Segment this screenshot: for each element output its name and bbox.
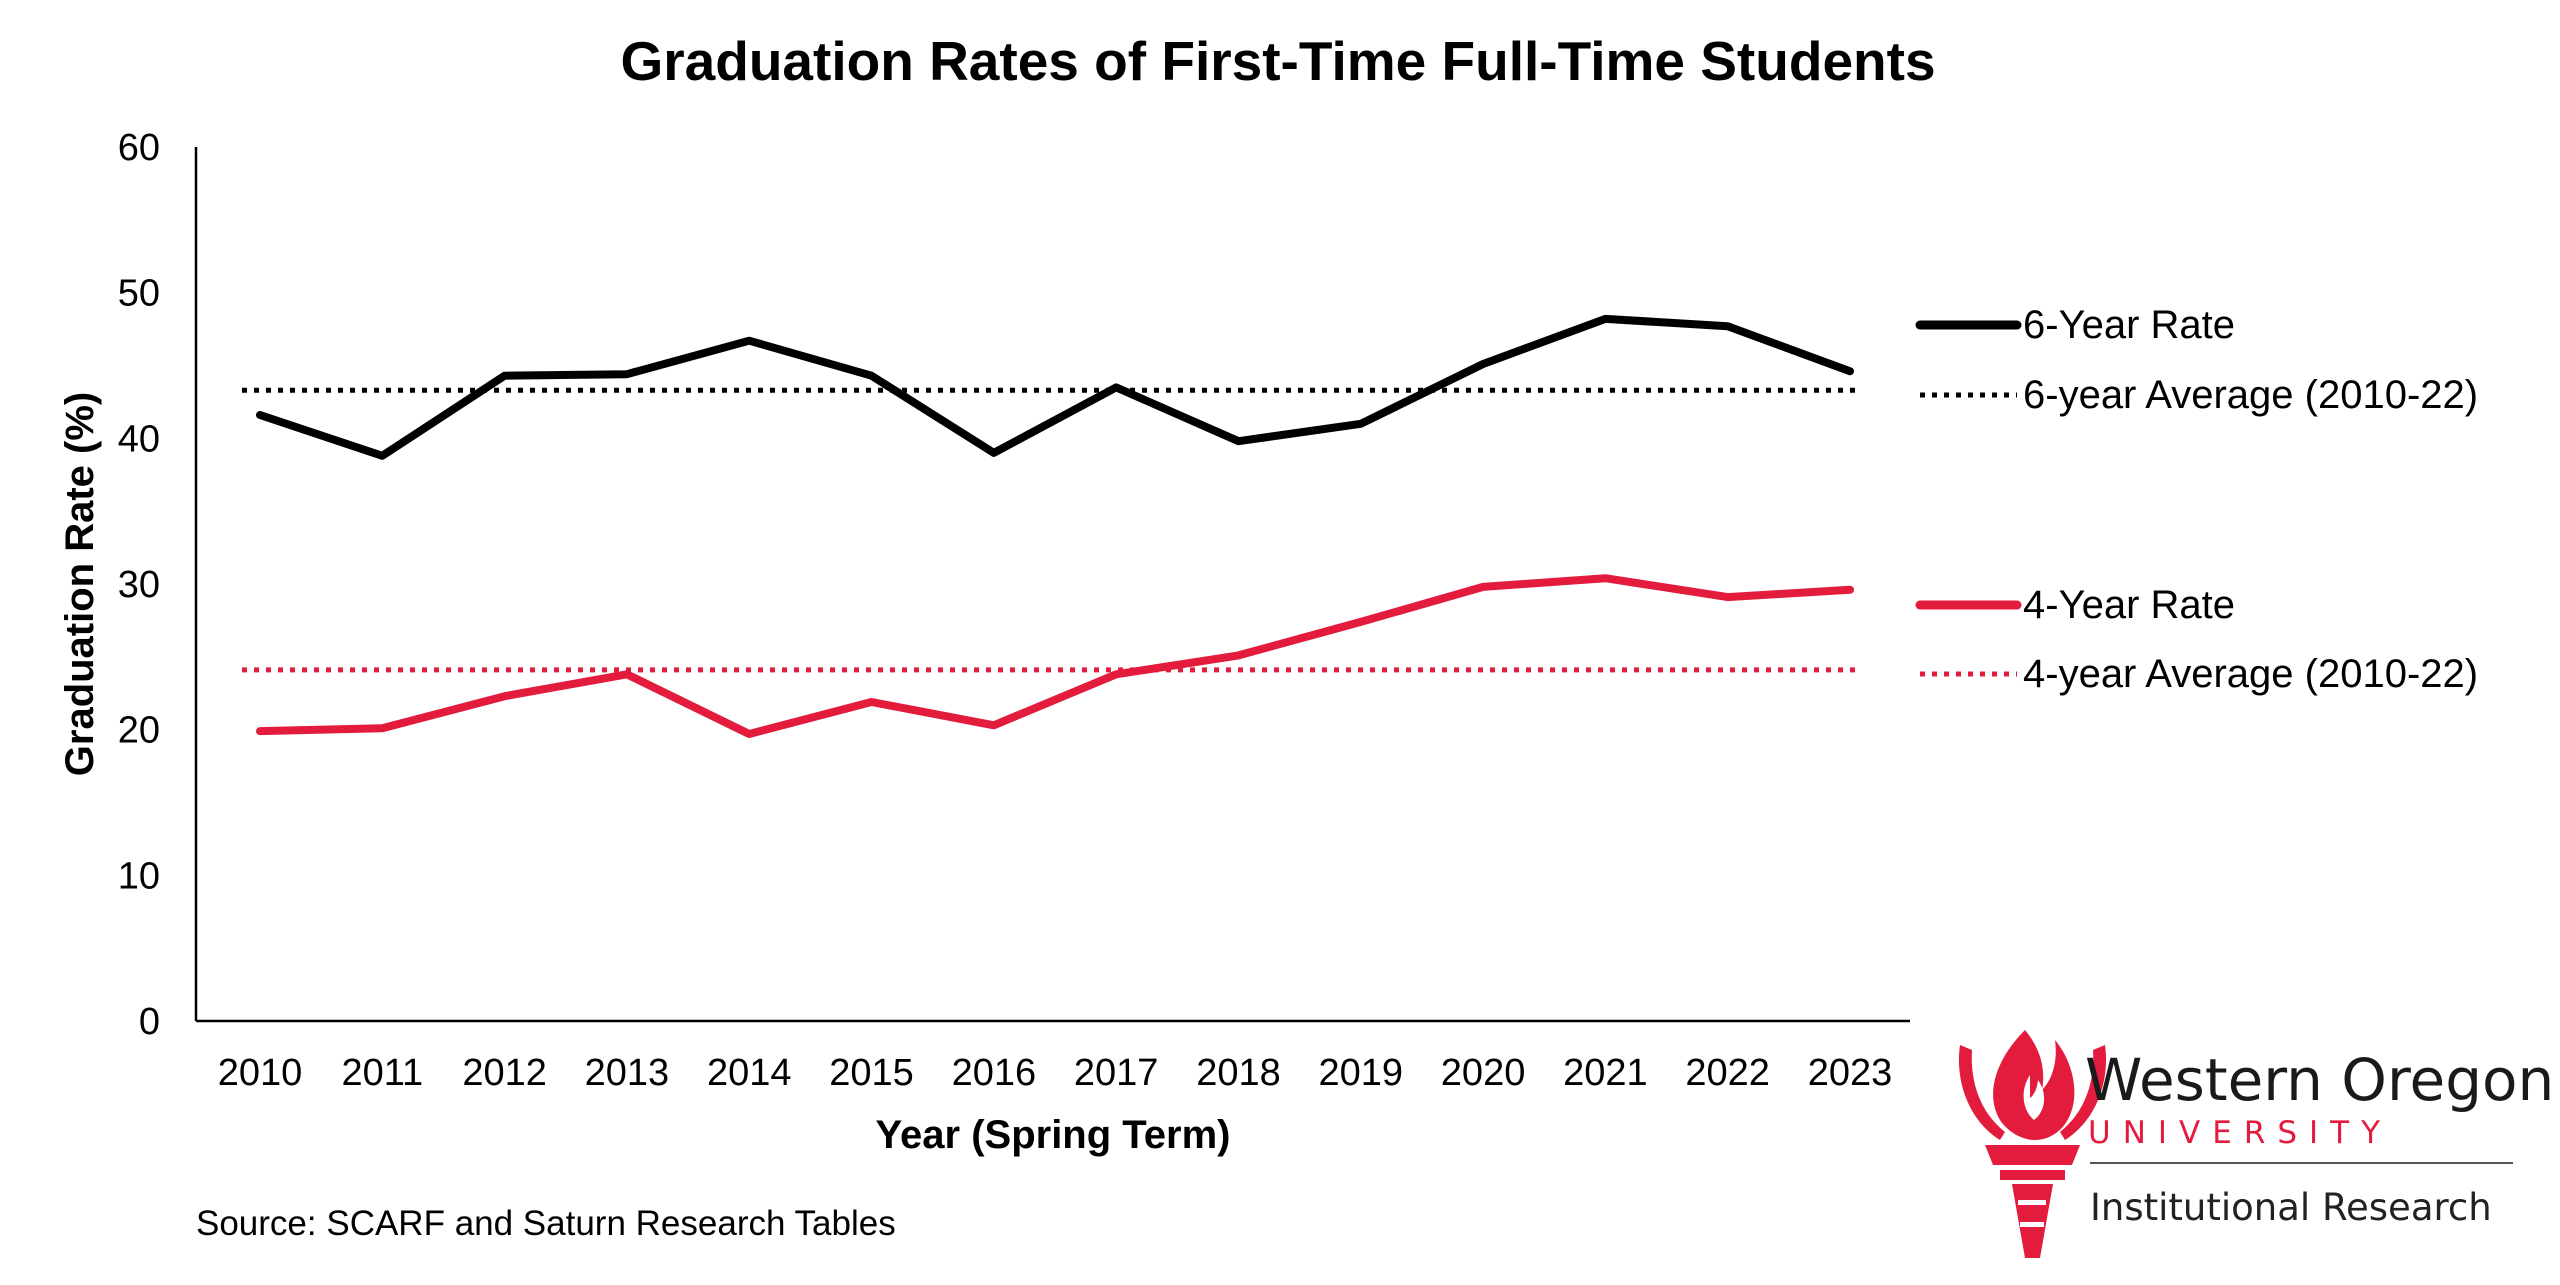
data-point (1237, 440, 1240, 443)
data-point (1115, 673, 1118, 676)
data-point (381, 454, 384, 457)
y-tick-label: 0 (139, 1001, 160, 1043)
x-tick-label: 2012 (462, 1052, 547, 1094)
y-tick-label: 30 (118, 564, 160, 606)
legend-item-6yr-average: 6-year Average (2010-22) (1920, 373, 2478, 417)
data-point (1604, 577, 1607, 580)
legend: 6-Year Rate 6-year Average (2010-22) 4-Y… (1915, 303, 2478, 696)
data-point (1726, 596, 1729, 599)
y-tick-label: 60 (118, 127, 160, 169)
source-note: Source: SCARF and Saturn Research Tables (196, 1204, 896, 1243)
data-point (1359, 620, 1362, 623)
torch-icon (1958, 1030, 2107, 1258)
legend-label-6yr-average: 6-year Average (2010-22) (2023, 373, 2478, 417)
data-point (625, 673, 628, 676)
x-tick-label: 2017 (1074, 1052, 1159, 1094)
x-tick-label: 2016 (952, 1052, 1037, 1094)
x-tick-label: 2023 (1808, 1052, 1893, 1094)
x-tick-label: 2019 (1318, 1052, 1403, 1094)
data-point (259, 730, 261, 733)
series-line-0 (256, 314, 1854, 460)
y-tick-label: 10 (118, 855, 160, 897)
data-point (748, 339, 751, 342)
y-tick-label: 50 (118, 273, 160, 315)
x-tick-labels: 2010 2011 2012 2013 2014 2015 2016 2017 2018 2019… (218, 1052, 1893, 1094)
x-tick-label: 2018 (1196, 1052, 1281, 1094)
data-point (870, 374, 873, 377)
data-point (1604, 317, 1607, 320)
data-point (1482, 363, 1485, 365)
data-point (503, 374, 506, 377)
x-tick-label: 2015 (829, 1052, 914, 1094)
x-tick-label: 2021 (1563, 1052, 1648, 1094)
data-point (870, 701, 873, 703)
x-tick-label: 2022 (1685, 1052, 1770, 1094)
series-line-2 (256, 574, 1854, 738)
x-tick-label: 2020 (1441, 1052, 1526, 1094)
y-tick-label: 20 (118, 710, 160, 752)
legend-item-4yr-average: 4-year Average (2010-22) (1920, 652, 2478, 696)
data-point (1482, 585, 1485, 588)
data-point (992, 724, 995, 727)
logo-name: Western Oregon (2085, 1046, 2554, 1114)
x-tick-label: 2011 (341, 1052, 423, 1094)
x-tick-label: 2010 (218, 1052, 303, 1094)
axes (194, 147, 1910, 1023)
y-tick-label: 40 (118, 418, 160, 460)
y-tick-labels: 0 10 20 30 40 50 60 (118, 127, 160, 1043)
data-point (1849, 370, 1851, 373)
x-tick-label: 2014 (707, 1052, 792, 1094)
data-point (1726, 325, 1729, 328)
data-point (503, 695, 506, 698)
data-point (259, 414, 261, 416)
logo-department: Institutional Research (2090, 1186, 2492, 1229)
legend-label-6yr-rate: 6-Year Rate (2023, 303, 2235, 347)
y-axis-title: Graduation Rate (%) (58, 392, 102, 776)
data-point (1115, 386, 1118, 389)
series-group (242, 314, 1855, 738)
data-point (992, 451, 995, 454)
data-point (1849, 588, 1851, 591)
university-logo: Western Oregon UNIVERSITY Institutional … (1958, 1030, 2554, 1258)
chart-title: Graduation Rates of First-Time Full-Time… (620, 30, 1935, 92)
data-point (625, 373, 628, 376)
legend-label-4yr-rate: 4-Year Rate (2023, 583, 2235, 627)
data-point (381, 727, 384, 730)
data-point (748, 733, 751, 735)
x-axis-title: Year (Spring Term) (876, 1113, 1231, 1157)
legend-item-6yr-rate: 6-Year Rate (1915, 303, 2235, 347)
data-point (1237, 654, 1240, 657)
legend-label-4yr-average: 4-year Average (2010-22) (2023, 652, 2478, 696)
legend-item-4yr-rate: 4-Year Rate (1915, 583, 2235, 627)
logo-university: UNIVERSITY (2088, 1115, 2392, 1151)
x-tick-label: 2013 (585, 1052, 670, 1094)
data-point (1359, 422, 1362, 425)
